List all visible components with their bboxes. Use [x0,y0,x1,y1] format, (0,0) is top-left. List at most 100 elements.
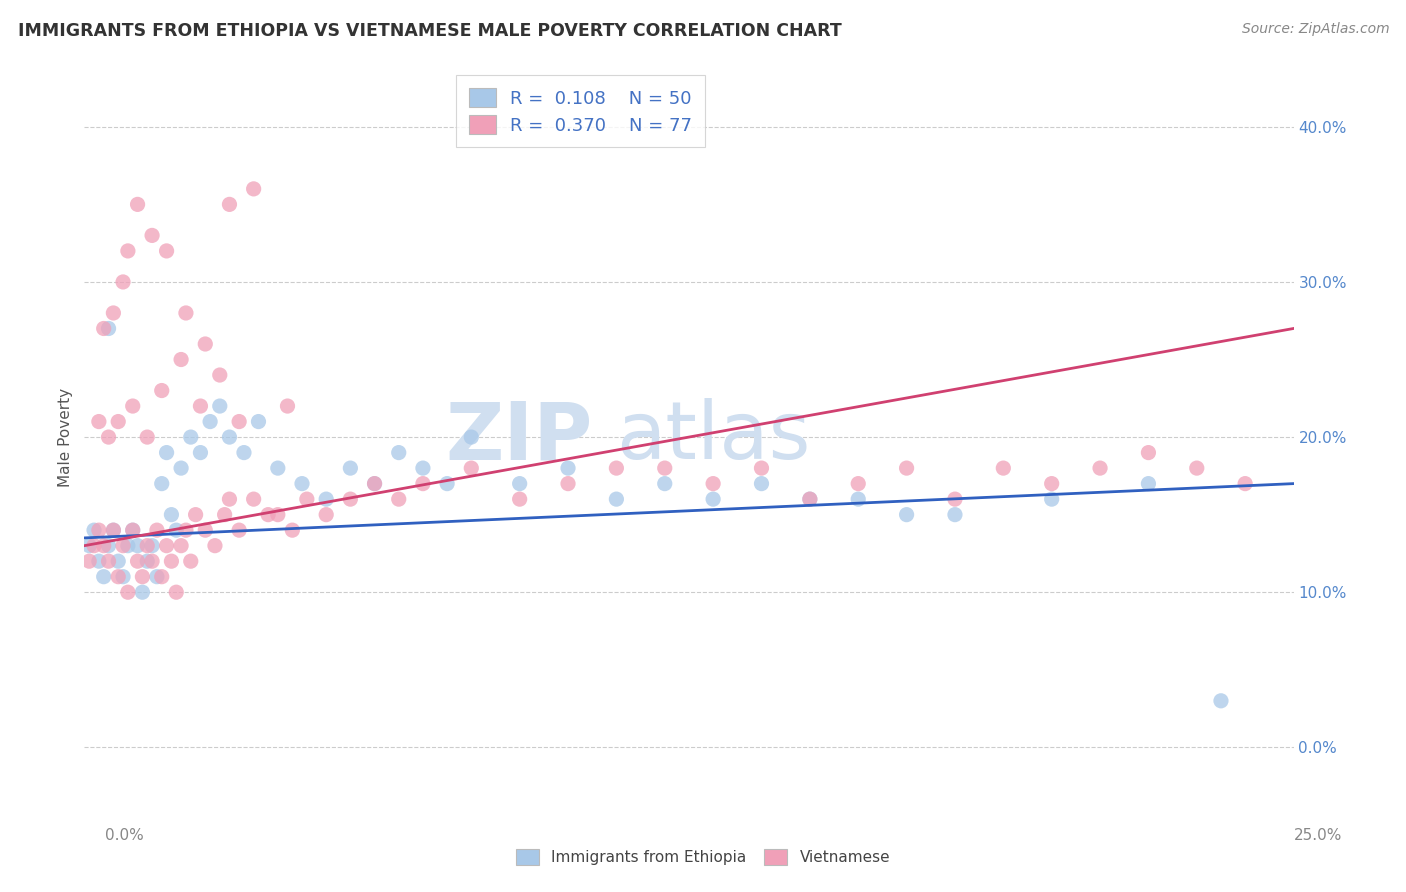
Point [117,244,139,258]
Point [155,539,177,553]
Point [436,476,458,491]
Point [208,399,231,413]
Point [509,476,531,491]
Point [208,368,231,382]
Point [141,539,163,553]
Point [751,461,773,475]
Point [214,508,236,522]
Point [204,539,226,553]
Point [93,321,115,335]
Legend: R =  0.108    N = 50, R =  0.370    N = 77: R = 0.108 N = 50, R = 0.370 N = 77 [456,75,704,147]
Point [97,554,120,568]
Point [1234,476,1257,491]
Text: Source: ZipAtlas.com: Source: ZipAtlas.com [1241,22,1389,37]
Point [654,461,676,475]
Point [150,384,173,398]
Point [103,306,125,320]
Y-axis label: Male Poverty: Male Poverty [58,387,73,487]
Point [228,523,250,537]
Point [363,476,385,491]
Point [121,523,143,537]
Point [146,523,169,537]
Point [127,554,149,568]
Point [87,554,110,568]
Point [131,585,153,599]
Point [233,445,256,459]
Text: 25.0%: 25.0% [1295,828,1343,843]
Point [257,508,280,522]
Point [190,399,212,413]
Point [388,445,411,459]
Point [180,430,202,444]
Point [339,492,361,507]
Point [460,430,482,444]
Point [77,554,100,568]
Point [1137,476,1160,491]
Point [131,570,153,584]
Point [127,197,149,211]
Point [1185,461,1208,475]
Point [267,461,290,475]
Point [1137,445,1160,459]
Text: ZIP: ZIP [444,398,592,476]
Point [218,430,240,444]
Point [121,523,143,537]
Point [846,476,869,491]
Point [87,523,110,537]
Point [141,554,163,568]
Point [509,492,531,507]
Point [194,337,217,351]
Point [943,508,966,522]
Point [943,492,966,507]
Point [127,539,149,553]
Point [242,492,264,507]
Point [141,228,163,243]
Point [170,461,193,475]
Point [83,539,105,553]
Point [896,508,918,522]
Point [242,182,264,196]
Point [1040,492,1063,507]
Point [112,275,135,289]
Point [146,570,169,584]
Point [170,539,193,553]
Point [702,476,724,491]
Point [165,585,187,599]
Point [136,554,159,568]
Point [93,539,115,553]
Point [363,476,385,491]
Point [155,445,177,459]
Point [107,415,129,429]
Point [174,306,197,320]
Point [315,492,337,507]
Point [165,523,187,537]
Point [160,508,183,522]
Point [751,476,773,491]
Point [170,352,193,367]
Point [97,539,120,553]
Point [993,461,1015,475]
Point [291,476,314,491]
Text: IMMIGRANTS FROM ETHIOPIA VS VIETNAMESE MALE POVERTY CORRELATION CHART: IMMIGRANTS FROM ETHIOPIA VS VIETNAMESE M… [18,22,842,40]
Point [339,461,361,475]
Point [160,554,183,568]
Point [112,539,135,553]
Point [155,244,177,258]
Point [846,492,869,507]
Point [194,523,217,537]
Point [112,570,135,584]
Point [247,415,270,429]
Point [460,461,482,475]
Point [605,492,627,507]
Point [799,492,821,507]
Point [896,461,918,475]
Point [218,197,240,211]
Point [557,476,579,491]
Point [267,508,290,522]
Point [97,430,120,444]
Point [174,523,197,537]
Point [136,430,159,444]
Point [136,539,159,553]
Point [295,492,318,507]
Point [121,399,143,413]
